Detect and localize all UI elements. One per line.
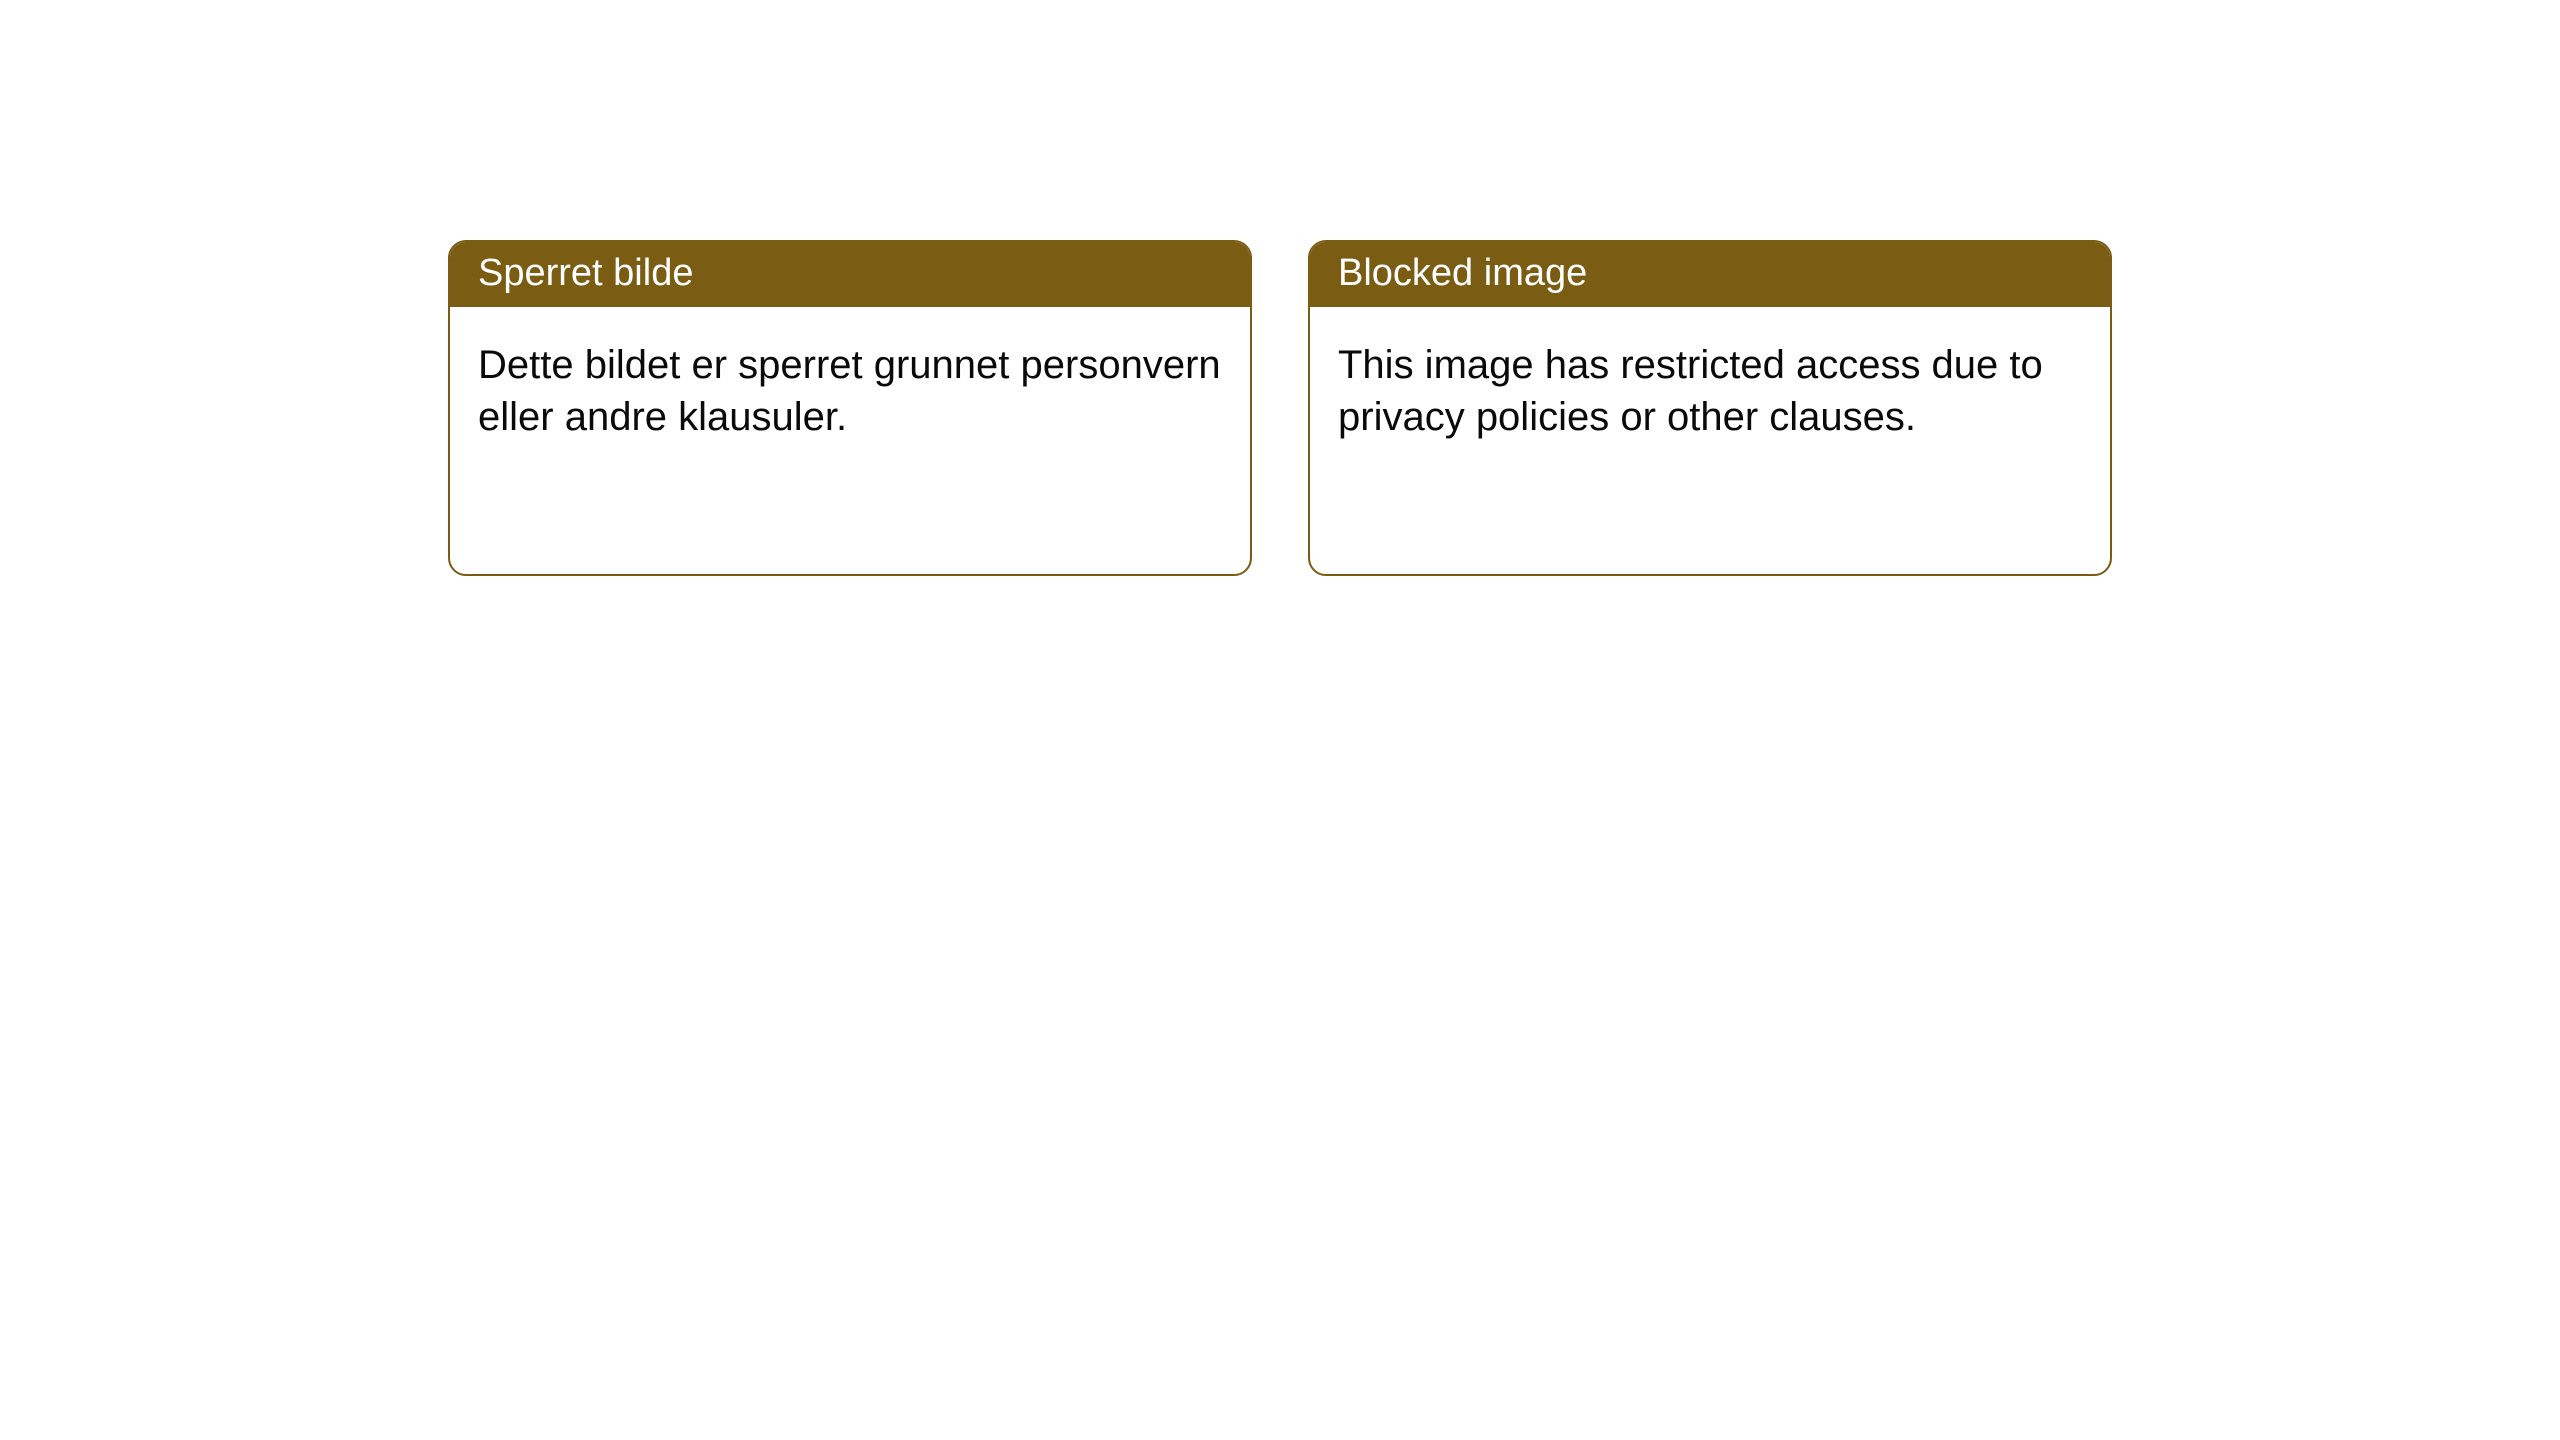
notice-card-norwegian: Sperret bilde Dette bildet er sperret gr… <box>448 240 1252 576</box>
notice-body: Dette bildet er sperret grunnet personve… <box>450 307 1250 475</box>
notice-body: This image has restricted access due to … <box>1310 307 2110 475</box>
notice-card-english: Blocked image This image has restricted … <box>1308 240 2112 576</box>
notice-container: Sperret bilde Dette bildet er sperret gr… <box>0 0 2560 576</box>
notice-header: Blocked image <box>1310 242 2110 307</box>
notice-header: Sperret bilde <box>450 242 1250 307</box>
